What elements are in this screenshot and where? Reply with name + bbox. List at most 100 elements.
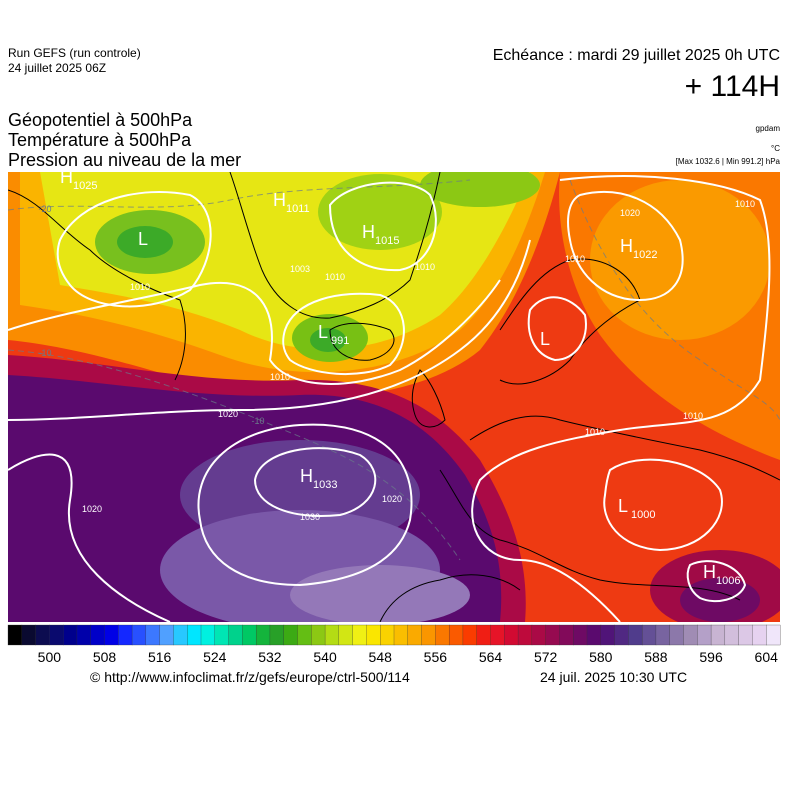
pressure-value: 1006: [716, 575, 740, 587]
isobar-label: 1020: [382, 494, 402, 504]
colorbar-tick-label: 508: [93, 649, 117, 665]
colorbar-cell: [49, 624, 64, 646]
isobar-label: 1010: [585, 427, 605, 437]
colorbar-cell: [283, 624, 298, 646]
colorbar-cell: [531, 624, 547, 646]
colorbar-cell: [90, 624, 105, 646]
pressure-center: H: [703, 562, 716, 582]
colorbar-cell: [697, 624, 712, 646]
isobar-label: 1010: [683, 411, 703, 421]
isobar-label: 1010: [130, 282, 150, 292]
colorbar-cell: [7, 624, 23, 646]
pressure-value: 991: [331, 335, 349, 347]
colorbar-cell: [76, 624, 92, 646]
colorbar-tick-label: 516: [148, 649, 172, 665]
colorbar-tick-label: 564: [479, 649, 503, 665]
colorbar-cell: [655, 624, 671, 646]
colorbar-cell: [214, 624, 230, 646]
isobar-label: 1020: [82, 504, 102, 514]
isobar-label: 1010: [565, 254, 585, 264]
colorbar-cell: [669, 624, 684, 646]
title: Température à 500hPa: [8, 130, 192, 150]
isobar-label: 1030: [300, 512, 320, 522]
colorbar-cell: [35, 624, 50, 646]
colorbar-tick-label: 588: [644, 649, 668, 665]
colorbar-cell: [62, 624, 78, 646]
colorbar-cell: [255, 624, 271, 646]
pressure-center: L: [318, 322, 328, 342]
colorbar-cell: [118, 624, 133, 646]
pressure-value: 1015: [375, 235, 399, 247]
colorbar-cell: [504, 624, 519, 646]
colorbar-cell: [228, 624, 243, 646]
colorbar-cell: [104, 624, 119, 646]
pressure-center: L: [618, 496, 628, 516]
colorbar-cell: [517, 624, 533, 646]
unit: °C: [771, 144, 780, 153]
pressure-center: H: [620, 236, 633, 256]
colorbar-tick-label: 548: [369, 649, 393, 665]
colorbar-tick-label: 532: [258, 649, 282, 665]
colorbar-cell: [448, 624, 464, 646]
colorbar-cell: [421, 624, 436, 646]
pressure-value: 1022: [633, 249, 657, 261]
pressure-center: H: [273, 190, 286, 210]
pressure-value: 1000: [631, 509, 655, 521]
colorbar-cell: [393, 624, 409, 646]
isobar-label: 1010: [270, 372, 290, 382]
colorbar-cell: [628, 624, 643, 646]
colorbar-cell: [724, 624, 740, 646]
colorbar-cell: [380, 624, 395, 646]
colorbar-cell: [586, 624, 602, 646]
colorbar-cell: [173, 624, 188, 646]
colorbar-cell: [187, 624, 202, 646]
echeance: Echéance : mardi 29 juillet 2025 0h UTC: [493, 47, 780, 64]
temperature-label: -20: [38, 204, 51, 214]
colorbar-cell: [545, 624, 560, 646]
isobar-label: 1010: [415, 262, 435, 272]
colorbar-cell: [131, 624, 147, 646]
colorbar-cell: [614, 624, 629, 646]
pressure-center: H: [362, 222, 375, 242]
colorbar-cell: [559, 624, 574, 646]
pressure-value: 1011: [286, 203, 310, 215]
colorbar-tick-label: 524: [203, 649, 227, 665]
colorbar-cell: [297, 624, 312, 646]
colorbar-cell: [766, 624, 781, 646]
pressure-value: 1025: [73, 180, 97, 192]
run-label: Run GEFS (run controle): [8, 46, 141, 60]
isobar-label: 1020: [218, 409, 238, 419]
colorbar-cell: [490, 624, 505, 646]
colorbar-cell: [159, 624, 174, 646]
footer-issued: 24 juil. 2025 10:30 UTC: [540, 669, 687, 685]
colorbar-cell: [435, 624, 450, 646]
isobar-label: 1010: [325, 272, 345, 282]
isobar-label: 1010: [735, 199, 755, 209]
colorbar-cell: [752, 624, 767, 646]
colorbar-cell: [352, 624, 367, 646]
colorbar-cell: [269, 624, 285, 646]
pressure-center: L: [138, 229, 148, 249]
run-date: 24 juillet 2025 06Z: [8, 61, 106, 75]
colorbar-cell: [324, 624, 340, 646]
colorbar-cell: [641, 624, 657, 646]
footer-source: © http://www.infoclimat.fr/z/gefs/europe…: [90, 669, 410, 685]
colorbar: 500 508 516 524 532 540 548 556 564 572 580 588 596 6…: [7, 624, 781, 665]
colorbar-tick-label: 500: [38, 649, 62, 665]
colorbar-cell: [683, 624, 698, 646]
title: Pression au niveau de la mer: [8, 150, 241, 170]
colorbar-cell: [242, 624, 257, 646]
colorbar-tick-label: 596: [699, 649, 723, 665]
colorbar-tick-label: 540: [313, 649, 337, 665]
colorbar-cell: [21, 624, 37, 646]
colorbar-tick-label: 604: [755, 649, 779, 665]
colorbar-cell: [145, 624, 161, 646]
colorbar-cell: [573, 624, 588, 646]
colorbar-cell: [462, 624, 478, 646]
colorbar-cell: [366, 624, 381, 646]
pressure-center: H: [60, 167, 73, 187]
colorbar-tick-label: 580: [589, 649, 613, 665]
colorbar-cell: [476, 624, 491, 646]
